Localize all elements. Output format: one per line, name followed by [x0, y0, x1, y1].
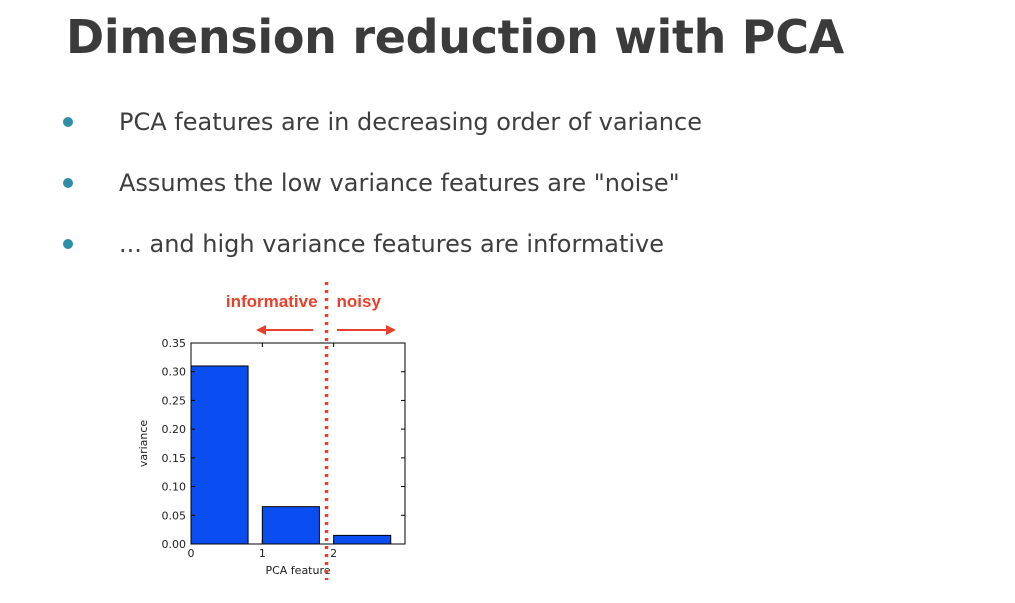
- right-arrow-head-icon: [386, 325, 396, 335]
- plot-frame: [190, 342, 406, 545]
- bullet-item: Assumes the low variance features are "n…: [60, 161, 702, 222]
- bullet-item: PCA features are in decreasing order of …: [60, 100, 702, 161]
- bar-feature-1: [261, 506, 320, 545]
- bullet-dot-icon: [63, 239, 73, 249]
- noisy-label: noisy: [337, 292, 382, 311]
- x-tick-label: 2: [330, 547, 337, 560]
- bar-feature-0: [190, 365, 249, 545]
- bullet-item: ... and high variance features are infor…: [60, 222, 702, 283]
- bullet-list: PCA features are in decreasing order of …: [60, 100, 702, 283]
- bullet-dot-icon: [63, 178, 73, 188]
- y-tick-label: 0.15: [162, 452, 187, 465]
- y-tick-label: 0.10: [162, 481, 187, 494]
- bullet-dot-icon: [63, 117, 73, 127]
- y-tick-label: 0.20: [162, 423, 187, 436]
- y-axis-label: variance: [137, 420, 150, 468]
- informative-label: informative: [226, 292, 318, 311]
- x-axis-label: PCA feature: [265, 564, 330, 577]
- x-tick-label: 0: [188, 547, 195, 560]
- bullet-text: ... and high variance features are infor…: [119, 230, 665, 258]
- left-arrow-head-icon: [256, 325, 266, 335]
- y-tick-label: 0.30: [162, 366, 187, 379]
- slide-title: Dimension reduction with PCA: [66, 10, 844, 64]
- bar-feature-2: [333, 534, 392, 545]
- x-tick-label: 1: [259, 547, 266, 560]
- bullet-text: PCA features are in decreasing order of …: [119, 108, 702, 136]
- y-tick-label: 0.00: [162, 538, 187, 551]
- y-tick-label: 0.25: [162, 394, 187, 407]
- y-tick-label: 0.35: [162, 337, 187, 350]
- bullet-text: Assumes the low variance features are "n…: [119, 169, 680, 197]
- y-tick-label: 0.05: [162, 509, 187, 522]
